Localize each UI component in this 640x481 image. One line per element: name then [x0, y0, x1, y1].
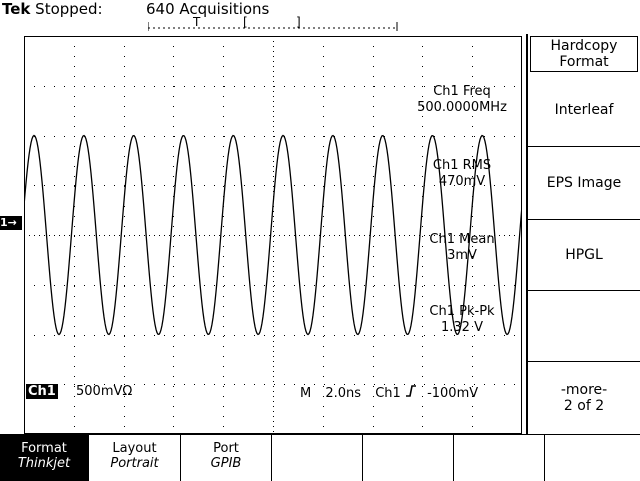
bottom-item-layout[interactable]: Layout Portrait [89, 435, 181, 481]
record-left-bracket: [ [243, 15, 248, 29]
side-item-eps-image[interactable]: EPS Image [528, 147, 640, 220]
measurement-label: Ch1 RMS [432, 158, 492, 173]
side-item-label: Interleaf [554, 102, 614, 118]
side-item-sublabel: 2 of 2 [563, 397, 605, 414]
measurement-value: 3mV [447, 248, 477, 263]
measurement-label: Ch1 Mean [429, 232, 495, 247]
measurement-label: Ch1 Pk-Pk [429, 304, 495, 319]
channel-1-marker: 1→ [0, 216, 22, 230]
bottom-item-empty-5[interactable] [363, 435, 454, 481]
side-item-hpgl[interactable]: HPGL [528, 220, 640, 291]
bottom-item-empty-4[interactable] [272, 435, 363, 481]
acquisition-count: 640 Acquisitions [146, 0, 270, 18]
main-timebase-label: M [300, 386, 312, 401]
horizontal-readout: M 2.0ns Ch1 -100mV [300, 384, 479, 403]
channel-readout: Ch1 [26, 384, 58, 400]
channel-label: Ch1 [26, 384, 58, 399]
trigger-level: -100mV [427, 386, 479, 401]
side-menu-title: Hardcopy Format [530, 36, 638, 72]
record-right-bracket: ] [296, 15, 301, 29]
bottom-item-empty-7[interactable] [545, 435, 640, 481]
side-menu: Hardcopy Format Interleaf EPS Image HPGL… [526, 34, 640, 434]
bottom-item-value: Portrait [110, 456, 159, 471]
side-item-interleaf[interactable]: Interleaf [528, 74, 640, 147]
side-item-label: EPS Image [546, 175, 622, 191]
measurement-rms: Ch1 RMS 470mV [402, 158, 522, 190]
status-line: Tek Stopped: [2, 0, 103, 18]
bottom-item-format[interactable]: Format Thinkjet [0, 435, 89, 481]
measurement-label: Ch1 Freq [433, 84, 491, 99]
measurement-pkpk: Ch1 Pk-Pk 1.32 V [402, 304, 522, 336]
bottom-item-value: GPIB [210, 456, 242, 471]
bottom-item-label: Format [21, 441, 67, 456]
side-item-more[interactable]: -more- 2 of 2 [528, 362, 640, 433]
trigger-position-bar: T [ ] [147, 15, 398, 31]
measurement-value: 470mV [438, 174, 486, 189]
side-item-label: HPGL [565, 247, 603, 263]
vertical-scale: 500mVΩ [76, 384, 133, 399]
side-menu-title-text: Hardcopy Format [550, 38, 618, 70]
timebase-value: 2.0ns [325, 386, 362, 401]
acquisition-state: Stopped: [35, 0, 103, 18]
bottom-item-empty-6[interactable] [454, 435, 545, 481]
rising-edge-icon [405, 384, 417, 403]
graticule [23, 36, 523, 434]
bottom-menu: Format Thinkjet Layout Portrait Port GPI… [0, 434, 640, 481]
measurement-freq: Ch1 Freq 500.0000MHz [402, 84, 522, 116]
bottom-item-value: Thinkjet [17, 456, 71, 471]
trigger-bar-graphic [147, 22, 398, 31]
trigger-point-label: T [193, 15, 201, 29]
measurement-mean: Ch1 Mean 3mV [402, 232, 522, 264]
ch1-waveform [23, 134, 523, 336]
bottom-item-label: Port [213, 441, 239, 456]
side-item-label: -more- [560, 381, 608, 398]
side-item-empty[interactable] [528, 291, 640, 362]
measurement-value: 500.0000MHz [417, 100, 507, 115]
brand-label: Tek [2, 0, 31, 18]
trigger-channel: Ch1 [375, 386, 401, 401]
waveform-display [23, 36, 523, 434]
bottom-item-label: Layout [112, 441, 157, 456]
bottom-item-port[interactable]: Port GPIB [181, 435, 272, 481]
measurement-value: 1.32 V [441, 320, 483, 335]
